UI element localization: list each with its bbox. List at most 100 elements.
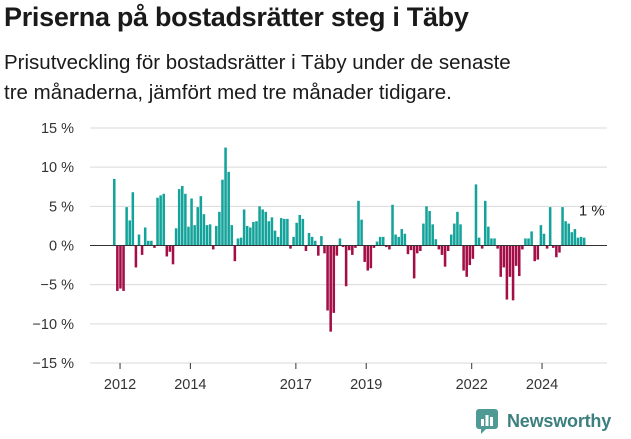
bar	[443, 245, 447, 267]
y-tick-label: −10 %	[32, 317, 74, 333]
bar	[354, 245, 357, 248]
bar	[468, 245, 472, 266]
bar	[177, 189, 181, 246]
bar	[320, 236, 323, 246]
bar	[375, 241, 379, 246]
x-tick-label: 2022	[456, 377, 488, 393]
bar	[425, 206, 428, 246]
bar	[422, 223, 425, 246]
bar	[242, 209, 246, 246]
bar	[459, 224, 462, 246]
bar	[573, 229, 577, 246]
bar	[363, 245, 366, 262]
bar	[125, 207, 128, 246]
bars	[113, 147, 586, 332]
bar	[508, 245, 512, 277]
bar	[403, 233, 407, 246]
bar	[561, 207, 564, 246]
bar	[273, 230, 277, 246]
bar	[236, 238, 240, 246]
bar	[323, 245, 326, 254]
bar	[530, 231, 533, 246]
bar	[431, 224, 434, 246]
bar	[567, 223, 570, 246]
bar	[162, 193, 165, 246]
bar	[140, 245, 144, 255]
bar	[113, 178, 116, 246]
bar	[119, 245, 122, 289]
bar	[143, 227, 147, 246]
bar	[372, 245, 376, 248]
bar	[505, 245, 509, 300]
bar	[307, 232, 311, 246]
bar	[338, 238, 342, 246]
bar	[165, 245, 169, 257]
bar	[193, 225, 196, 246]
bar	[527, 238, 530, 246]
bar	[344, 245, 348, 287]
bar	[224, 147, 227, 246]
bar	[487, 226, 490, 246]
bar	[264, 211, 268, 246]
bar	[388, 245, 391, 250]
bar	[295, 222, 298, 246]
bar	[258, 206, 261, 246]
newsworthy-logo-icon	[476, 409, 498, 434]
bar	[419, 245, 422, 251]
bar	[357, 200, 360, 246]
bar	[227, 171, 230, 246]
bar	[446, 245, 450, 251]
bar	[239, 237, 243, 246]
bar	[533, 245, 536, 262]
bar	[434, 239, 438, 246]
bar	[310, 236, 314, 246]
brand-name: Newsworthy	[507, 410, 612, 431]
bar	[576, 237, 580, 246]
bar	[205, 225, 209, 246]
bar	[159, 195, 162, 246]
bar	[545, 245, 549, 249]
bar	[440, 245, 444, 255]
bar	[391, 204, 394, 246]
x-tick-label: 2017	[280, 377, 312, 393]
bar	[267, 221, 271, 246]
bar	[558, 245, 561, 253]
bar	[511, 245, 515, 301]
bar	[555, 245, 558, 258]
last-value-label: 1 %	[579, 203, 605, 220]
bar	[347, 245, 351, 251]
bar	[453, 223, 456, 246]
bar	[276, 236, 280, 246]
bar	[471, 245, 475, 259]
bar	[551, 245, 555, 248]
bar	[412, 245, 416, 279]
newsworthy-brand: Newsworthy	[475, 408, 611, 434]
bar	[190, 198, 193, 246]
bar	[360, 219, 363, 246]
bar	[582, 237, 586, 246]
y-tick-label: 0 %	[49, 239, 74, 255]
bar	[332, 245, 336, 313]
bar	[514, 245, 518, 266]
bar	[477, 237, 481, 246]
bar	[474, 184, 478, 246]
bar	[137, 234, 141, 246]
x-tick-label: 2024	[526, 377, 558, 393]
bar	[499, 245, 502, 277]
bar	[292, 236, 295, 246]
bar	[341, 245, 345, 248]
bar	[400, 229, 404, 246]
bar	[409, 245, 413, 251]
bar	[496, 245, 499, 249]
x-axis-ticks: 2012 2014 2017 2019 2022 2024	[104, 363, 558, 393]
bar	[385, 245, 388, 248]
bar	[298, 214, 302, 246]
y-axis-ticks: 15 % 10 % 5 % 0 % −5 % −10 % −15 %	[32, 121, 74, 372]
bar	[153, 245, 156, 248]
bar	[116, 245, 119, 291]
bar	[304, 245, 308, 251]
y-tick-label: 10 %	[41, 160, 74, 176]
chart-subtitle: Prisutveckling för bostadsrätter i Täby …	[4, 51, 511, 104]
bar	[406, 245, 410, 255]
bar	[174, 228, 178, 246]
